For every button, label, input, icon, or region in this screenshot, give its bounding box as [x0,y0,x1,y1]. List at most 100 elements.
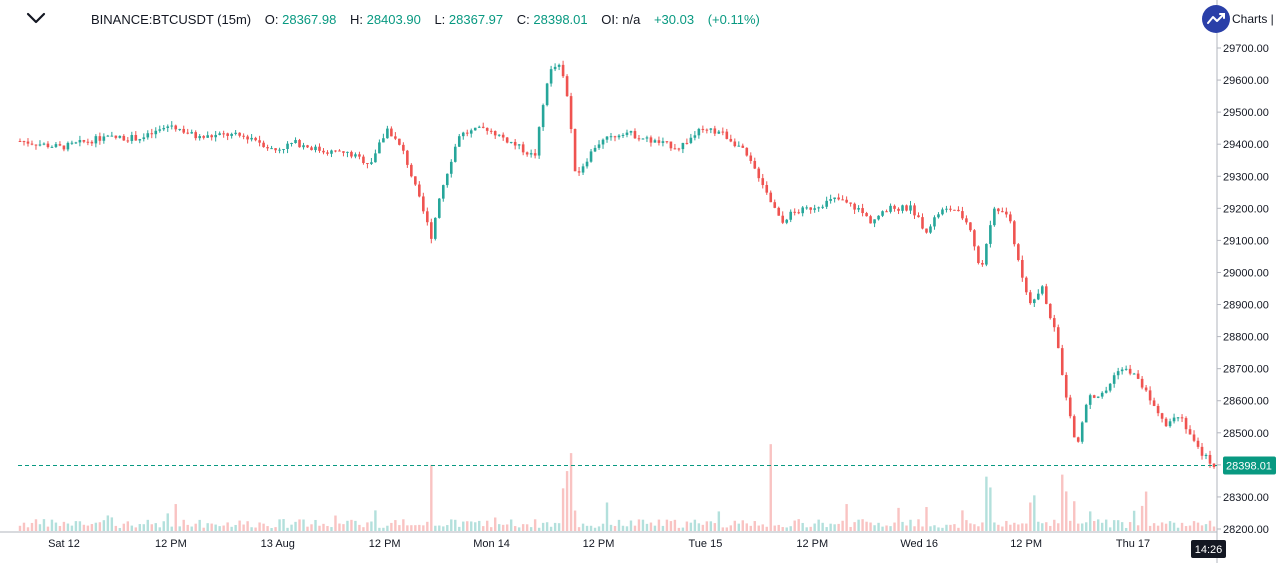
volume-bar [398,525,401,531]
candle-body [509,141,513,143]
volume-bar [246,521,249,531]
volume-bar [262,523,265,531]
candle-body [845,199,848,203]
volume-bar [370,521,373,531]
y-tick-label: 28600.00 [1223,396,1269,408]
candle-body [422,196,425,212]
candle-body [258,140,261,143]
volume-bar [294,521,297,531]
candle-body [1013,221,1016,245]
volume-bar [745,523,748,531]
candle-body [961,211,964,219]
volume-bar [486,520,489,531]
volume-bar [1180,522,1184,531]
volume-bar [258,522,261,531]
volume-bar [70,525,74,531]
candle-body [993,208,996,226]
candle-body [426,211,429,223]
volume-bar [386,525,389,531]
candle-body [98,136,102,141]
volume-bar [961,510,964,531]
candle-body [414,176,417,185]
collapse-chevron-icon[interactable] [24,8,48,28]
candle-body [1120,369,1124,372]
candle-body [965,218,968,223]
symbol-label[interactable]: BINANCE:BTCUSDT (15m) [91,12,252,27]
candle-body [477,126,481,128]
candle-body [553,66,557,70]
candle-body [202,136,205,138]
volume-bar [442,526,445,531]
candle-body [729,138,733,142]
candle-body [773,202,777,208]
branding-text: Charts | [1232,12,1274,26]
candle-body [745,147,749,156]
candle-body [561,64,565,77]
candle-body [1116,371,1120,376]
candle-body [801,207,804,214]
volume-bar [661,525,665,531]
volume-bar [1049,525,1052,531]
volume-bar [561,488,565,531]
volume-bar [74,521,78,531]
volume-bar [733,520,737,531]
volume-bar [865,521,868,531]
candle-body [1128,368,1132,374]
volume-bar [889,526,892,531]
candle-body [537,127,541,156]
candle-body [573,129,577,172]
candle-body [873,219,876,224]
candle-body [22,141,26,143]
volume-bar [382,527,385,531]
volume-bar [917,519,920,531]
y-tick-label: 28300.00 [1223,492,1269,504]
volume-bar [1045,522,1048,531]
volume-bar [394,520,397,531]
candle-body [74,142,78,144]
volume-bar [653,525,657,531]
volume-bar [374,510,377,531]
candle-body [681,142,685,150]
volume-bar [182,519,185,531]
candle-body [314,146,317,151]
candle-body [837,197,840,200]
candle-body [957,209,960,212]
volume-bar [1192,521,1196,531]
volume-bar [497,524,501,531]
candle-body [629,131,633,133]
chart-logo-icon[interactable] [1202,5,1230,33]
candle-body [633,131,637,139]
candle-body [985,243,988,265]
close-value: 28398.01 [533,12,588,27]
volume-bar [737,523,740,531]
y-tick-label: 29300.00 [1223,171,1269,183]
candle-body [182,128,186,133]
candle-body [997,208,1000,212]
volume-bar [118,527,122,531]
candle-body [525,152,529,155]
volume-bar [993,522,996,531]
volume-bar [949,524,952,531]
volume-bar [665,519,669,531]
volume-bar [637,519,641,531]
volume-bar [829,523,832,531]
candle-body [1040,286,1044,294]
candle-body [1176,417,1180,419]
y-tick-label: 29100.00 [1223,235,1269,247]
candle-body [753,160,757,169]
candle-body [302,145,305,148]
volume-bar [905,525,908,531]
candle-body [489,130,493,132]
candle-body [326,152,329,154]
volume-bar [1001,526,1004,531]
volume-bar [1089,511,1092,531]
volume-bar [406,525,409,531]
volume-bar [705,521,709,531]
volume-bar [426,521,429,531]
candle-body [262,142,265,148]
volume-bar [1120,522,1124,531]
volume-bar [957,527,960,531]
volume-bar [1033,495,1036,531]
volume-bar [1037,521,1040,531]
